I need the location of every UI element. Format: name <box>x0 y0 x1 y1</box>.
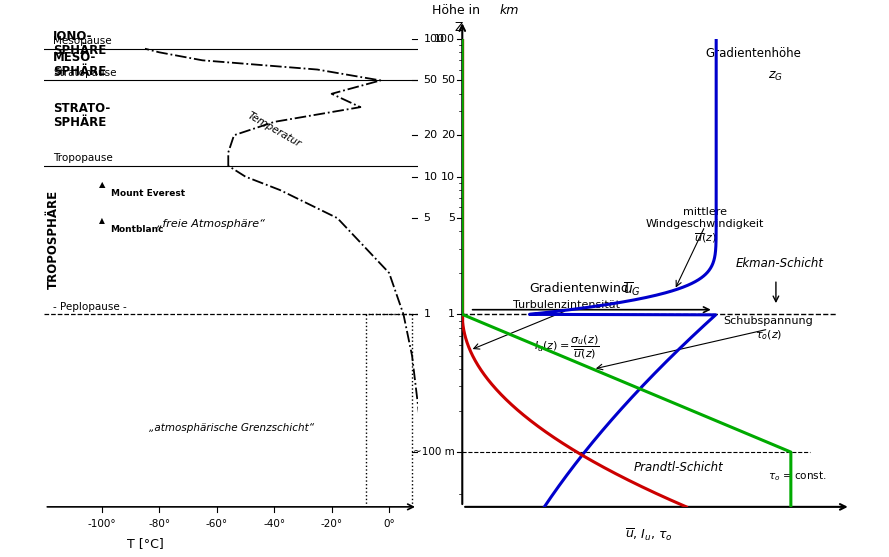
Text: Stratopause: Stratopause <box>53 68 116 78</box>
Text: $\tau_o$ = const.: $\tau_o$ = const. <box>768 470 827 483</box>
Text: „atmosphärische Grenzschicht“: „atmosphärische Grenzschicht“ <box>148 423 314 433</box>
Text: km: km <box>500 4 519 17</box>
Text: „freie Atmosphäre“: „freie Atmosphäre“ <box>157 219 265 229</box>
Text: $I_u(z)=\dfrac{\sigma_u(z)}{\overline{u}(z)}$: $I_u(z)=\dfrac{\sigma_u(z)}{\overline{u}… <box>534 334 599 361</box>
Text: 1: 1 <box>448 309 455 319</box>
Text: Montblanc: Montblanc <box>110 226 164 234</box>
Text: TROPOSPHÄRE: TROPOSPHÄRE <box>47 190 60 289</box>
Text: mittlere
Windgeschwindigkeit
$\overline{u}(z)$: mittlere Windgeschwindigkeit $\overline{… <box>645 207 765 245</box>
Text: Gradientenwind: Gradientenwind <box>530 282 629 295</box>
Text: T [°C]: T [°C] <box>126 538 164 550</box>
Text: Höhe in: Höhe in <box>432 4 485 17</box>
Text: 50: 50 <box>441 75 455 85</box>
Text: $\overline{u}_G$: $\overline{u}_G$ <box>623 280 641 297</box>
Text: 10: 10 <box>441 172 455 182</box>
Text: 100: 100 <box>434 34 455 44</box>
Text: -100°: -100° <box>88 519 116 529</box>
Text: ▲: ▲ <box>99 180 105 189</box>
Text: STRATO-
SPHÄRE: STRATO- SPHÄRE <box>53 101 110 129</box>
Text: 100: 100 <box>423 34 444 44</box>
Text: Z: Z <box>454 21 463 35</box>
Text: 20: 20 <box>423 130 437 140</box>
Text: 1: 1 <box>423 309 430 319</box>
Text: -40°: -40° <box>263 519 285 529</box>
Text: 20: 20 <box>441 130 455 140</box>
Text: 5: 5 <box>448 213 455 223</box>
Text: Schubspannung
$\tau_o(z)$: Schubspannung $\tau_o(z)$ <box>724 316 813 342</box>
Text: 5: 5 <box>423 213 430 223</box>
Text: Mesopause: Mesopause <box>53 36 112 46</box>
Text: -20°: -20° <box>321 519 343 529</box>
Text: 0°: 0° <box>383 519 395 529</box>
Text: 10: 10 <box>423 172 437 182</box>
Text: ~100 m: ~100 m <box>413 447 455 457</box>
Text: Gradientenhöhe: Gradientenhöhe <box>706 47 802 60</box>
Text: $z_G$: $z_G$ <box>768 70 783 83</box>
Text: ▲: ▲ <box>99 216 105 225</box>
Text: IONO-
SPHÄRE: IONO- SPHÄRE <box>53 31 107 57</box>
Text: -80°: -80° <box>148 519 171 529</box>
Text: - Peplopause -: - Peplopause - <box>53 302 127 312</box>
Text: Turbulenzintensität: Turbulenzintensität <box>513 300 621 310</box>
Text: 50: 50 <box>423 75 437 85</box>
Text: $\overline{u}$, $I_u$, $\tau_o$: $\overline{u}$, $I_u$, $\tau_o$ <box>625 527 673 543</box>
Text: MESO-
SPHÄRE: MESO- SPHÄRE <box>53 51 107 78</box>
Text: Ekman-Schicht: Ekman-Schicht <box>736 257 823 270</box>
Text: Mount Everest: Mount Everest <box>110 189 185 198</box>
Text: Temperatur: Temperatur <box>245 110 303 149</box>
Text: Prandtl-Schicht: Prandtl-Schicht <box>634 461 724 473</box>
Text: -60°: -60° <box>205 519 228 529</box>
Text: Tropopause: Tropopause <box>53 153 113 163</box>
